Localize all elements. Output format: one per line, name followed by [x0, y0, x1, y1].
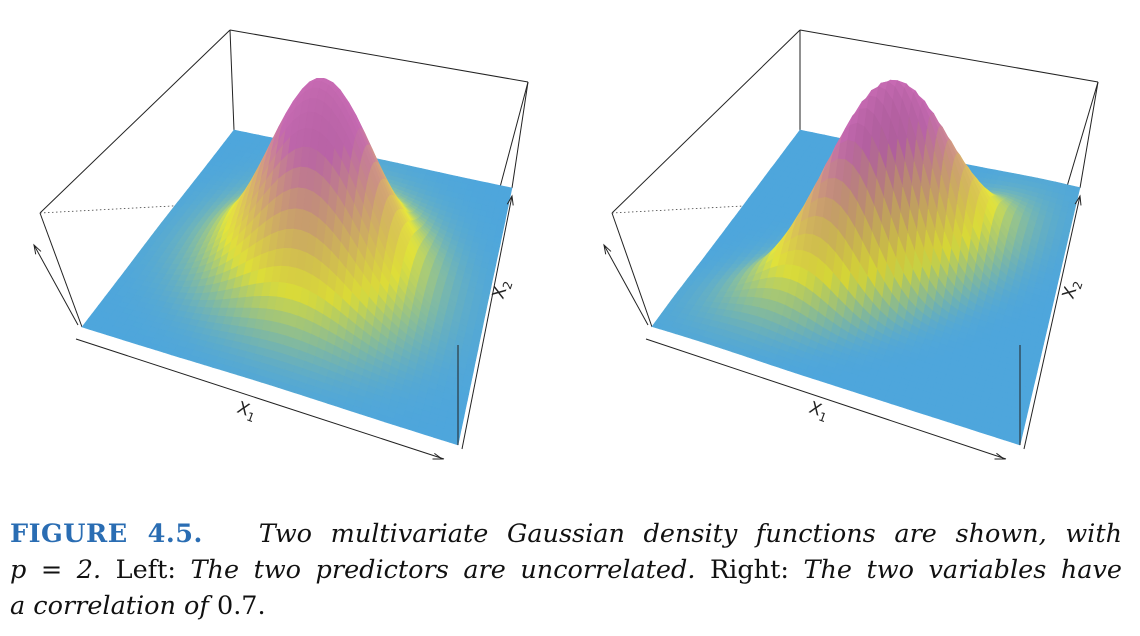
- density-surface: [651, 79, 1081, 446]
- arrow-head: [1074, 194, 1082, 206]
- caption-left-text: The two predictors are uncorrelated.: [190, 555, 696, 585]
- arrow-head: [603, 243, 612, 255]
- caption-correlation-value: 0.7.: [216, 591, 266, 621]
- x2-axis-label: X2: [1059, 277, 1086, 302]
- caption-left-label: Left:: [115, 555, 176, 585]
- figure-caption: FIGURE 4.5. Two multivariate Gaussian de…: [10, 516, 1122, 624]
- axis-arrows: [603, 194, 1082, 460]
- caption-text-1: Two multivariate Gaussian density functi…: [258, 519, 1123, 549]
- caption-line-1: FIGURE 4.5. Two multivariate Gaussian de…: [10, 516, 1122, 552]
- caption-p-value: p = 2.: [10, 555, 102, 585]
- box-edge: [39, 29, 231, 214]
- box-edge: [611, 29, 801, 214]
- box-edge: [229, 29, 529, 83]
- density-surface: [81, 78, 513, 446]
- x2-axis-arrow: [461, 195, 513, 450]
- box-edge: [1079, 81, 1099, 189]
- axis-arrows: [33, 194, 514, 460]
- box-edge: [39, 212, 83, 328]
- surface-plot-right: X1 X2: [603, 29, 1099, 460]
- box-edge: [511, 81, 529, 189]
- caption-text-3: a correlation of: [10, 591, 209, 621]
- box-edge: [229, 29, 235, 131]
- x2-axis-arrow: [1023, 195, 1081, 450]
- z-axis-arrow: [33, 244, 79, 326]
- caption-right-label: Right:: [709, 555, 789, 585]
- arrow-head: [506, 194, 514, 206]
- surface-facet: [1011, 436, 1022, 446]
- figure: X1 X2 X1 X2: [33, 29, 1099, 460]
- figure-label: FIGURE 4.5.: [10, 519, 203, 549]
- surface-facet: [449, 436, 460, 446]
- x1-axis-label: X1: [234, 398, 260, 425]
- caption-line-3: a correlation of 0.7.: [10, 588, 1122, 624]
- arrow-head: [33, 243, 42, 255]
- box-edge: [799, 29, 1099, 83]
- arrow-head: [994, 452, 1006, 460]
- x1-axis-arrow: [645, 338, 1007, 460]
- surface-plot-left: X1 X2: [33, 29, 529, 460]
- x1-axis-arrow: [75, 338, 445, 460]
- x1-axis-label: X1: [806, 398, 832, 425]
- box-edge: [611, 212, 653, 328]
- caption-line-2: p = 2. Left: The two predictors are unco…: [10, 552, 1122, 588]
- caption-right-text: The two variables have: [803, 555, 1122, 585]
- arrow-head: [432, 452, 444, 460]
- x2-axis-label: X2: [489, 277, 516, 302]
- z-axis-arrow: [603, 244, 649, 326]
